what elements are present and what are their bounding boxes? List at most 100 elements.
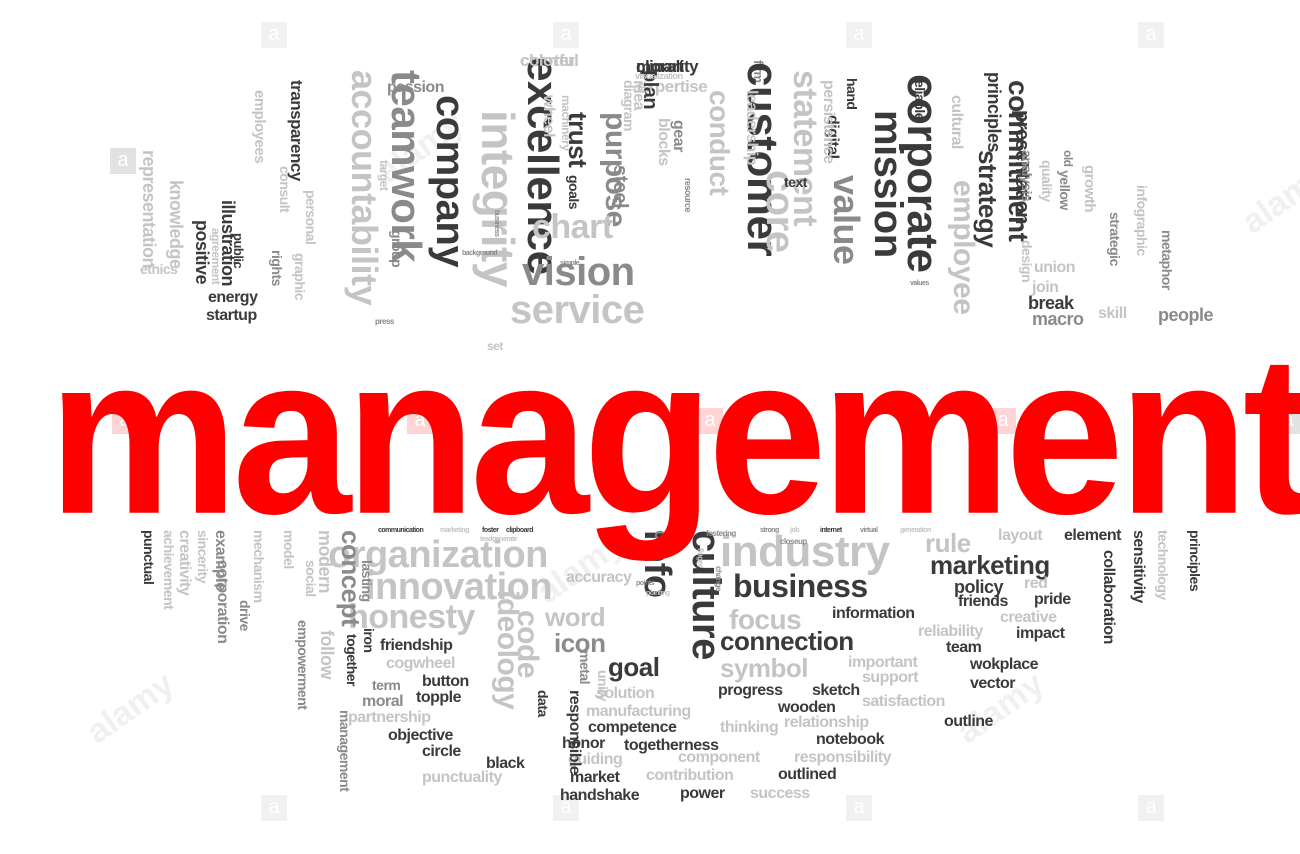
watermark-badge: a [553, 795, 579, 821]
upper-cloud-word: energy [208, 289, 258, 306]
lower-cloud-word: red [1024, 575, 1048, 592]
lower-cloud-word: organization [328, 534, 548, 576]
upper-cloud-word: diagram [621, 80, 637, 131]
watermark-badge: a [110, 148, 136, 174]
upper-cloud-word: analysis [1019, 150, 1035, 202]
watermark-badge: a [1138, 795, 1164, 821]
lower-cloud-word: layout [998, 527, 1043, 544]
upper-cloud-word: graphic [292, 253, 308, 301]
lower-cloud-word: togetherness [624, 737, 719, 754]
lower-cloud-word: component [678, 749, 760, 766]
lower-cloud-word: rule [925, 528, 971, 558]
upper-cloud-word: set [487, 339, 503, 353]
lower-cloud-word: black [486, 755, 525, 772]
watermark-text: alamy [80, 664, 181, 752]
upper-cloud-word: visualization [635, 71, 683, 81]
upper-cloud-word: leadership [743, 90, 760, 166]
upper-cloud-word: strategic [1107, 212, 1123, 266]
lower-cloud-word: competence [588, 719, 677, 736]
upper-cloud-word: consult [277, 166, 293, 213]
lower-cloud-word: team [946, 639, 982, 656]
lower-cloud-word: management [337, 710, 353, 792]
upper-cloud-word: strategy [973, 150, 1003, 248]
upper-cloud-word: press [375, 317, 394, 326]
lower-cloud-word: term [372, 677, 401, 693]
upper-cloud-word: expertise [637, 77, 708, 96]
upper-cloud-word: group [389, 230, 405, 268]
lower-cloud-word: follow [317, 630, 337, 679]
upper-cloud-word: public [231, 233, 246, 269]
lower-cloud-word: marketing [440, 527, 469, 534]
lower-cloud-word: element [1064, 527, 1121, 544]
lower-cloud-word: generation [900, 527, 931, 534]
upper-cloud-word: yellow [1057, 170, 1073, 210]
upper-cloud-word: rights [269, 250, 285, 286]
lower-cloud-word: policy [954, 577, 1004, 597]
lower-cloud-word: honor [562, 735, 605, 752]
upper-cloud-word: values [910, 280, 929, 287]
upper-cloud-word: reliable [912, 75, 928, 121]
watermark-badge: a [846, 795, 872, 821]
lower-cloud-word: icon [554, 628, 606, 658]
upper-cloud-word: hand [844, 78, 860, 110]
upper-cloud-word: gear [670, 120, 687, 152]
main-title: management [48, 308, 1300, 562]
upper-cloud-word: colorful [520, 51, 579, 70]
lower-cloud-word: guiding [568, 751, 623, 768]
watermark-badge: a [261, 22, 287, 48]
lower-cloud-word: market [570, 769, 620, 786]
lower-cloud-word: responsibility [794, 749, 892, 766]
lower-cloud-word: iron [361, 628, 377, 653]
lower-cloud-word: unity [595, 670, 611, 701]
upper-cloud-word: charter [520, 51, 575, 70]
upper-cloud-word: resource [683, 178, 693, 213]
upper-cloud-word: steel [609, 165, 631, 209]
lower-cloud-word: change [714, 566, 723, 592]
lower-cloud-word: symbol [720, 653, 809, 683]
watermark-badge: a [112, 408, 138, 434]
lower-cloud-word: connection [720, 626, 854, 656]
upper-cloud-word: startup [206, 307, 257, 324]
upper-cloud-word: mission [866, 110, 910, 258]
lower-cloud-word: thinking [720, 719, 779, 736]
lower-cloud-word: satisfaction [862, 693, 945, 710]
lower-cloud-word: outlined [778, 766, 837, 783]
upper-cloud-word: metaphor [1159, 230, 1175, 290]
lower-cloud-word: impact [1016, 625, 1065, 642]
watermark-badge: a [261, 795, 287, 821]
lower-cloud-word: empowerment [295, 620, 311, 710]
lower-cloud-word: wooden [778, 699, 836, 716]
upper-cloud-word: business [493, 210, 500, 237]
lower-cloud-word: leadgenerate [480, 536, 518, 543]
lower-cloud-word: together [344, 634, 360, 686]
lower-cloud-word: internet [820, 527, 842, 534]
lower-cloud-word: partnership [348, 709, 431, 726]
lower-cloud-word: innovation [365, 566, 553, 608]
upper-cloud-word: agreement [209, 228, 223, 285]
lower-cloud-word: contribution [646, 767, 734, 784]
lower-cloud-word: support [862, 669, 919, 686]
upper-cloud-word: vision [522, 250, 635, 294]
upper-cloud-word: simple [560, 260, 580, 267]
upper-cloud-word: passion [387, 79, 444, 96]
lower-cloud-word: collaboration [1100, 550, 1117, 644]
lower-cloud-word: moral [362, 693, 404, 710]
watermark-text: alamy [1235, 154, 1300, 242]
upper-cloud-word: blocks [655, 118, 672, 166]
lower-cloud-word: marketing [930, 550, 1050, 580]
upper-cloud-word: trust [563, 112, 593, 168]
lower-cloud-word: accuracy [566, 569, 632, 586]
lower-cloud-word: outline [944, 713, 993, 730]
lower-cloud-word: cogwheel [386, 655, 455, 672]
lower-cloud-word: power [680, 785, 725, 802]
watermark-badge: a [407, 408, 433, 434]
lower-cloud-word: wokplace [970, 656, 1039, 673]
upper-cloud-word: background [462, 250, 498, 257]
upper-cloud-word: infographic [1134, 185, 1150, 256]
lower-cloud-word: progress [718, 682, 783, 699]
upper-cloud-word: value [826, 175, 867, 265]
watermark-badge: a [1138, 22, 1164, 48]
lower-cloud-word: creative [1000, 609, 1057, 626]
lower-cloud-word: topple [416, 689, 462, 706]
